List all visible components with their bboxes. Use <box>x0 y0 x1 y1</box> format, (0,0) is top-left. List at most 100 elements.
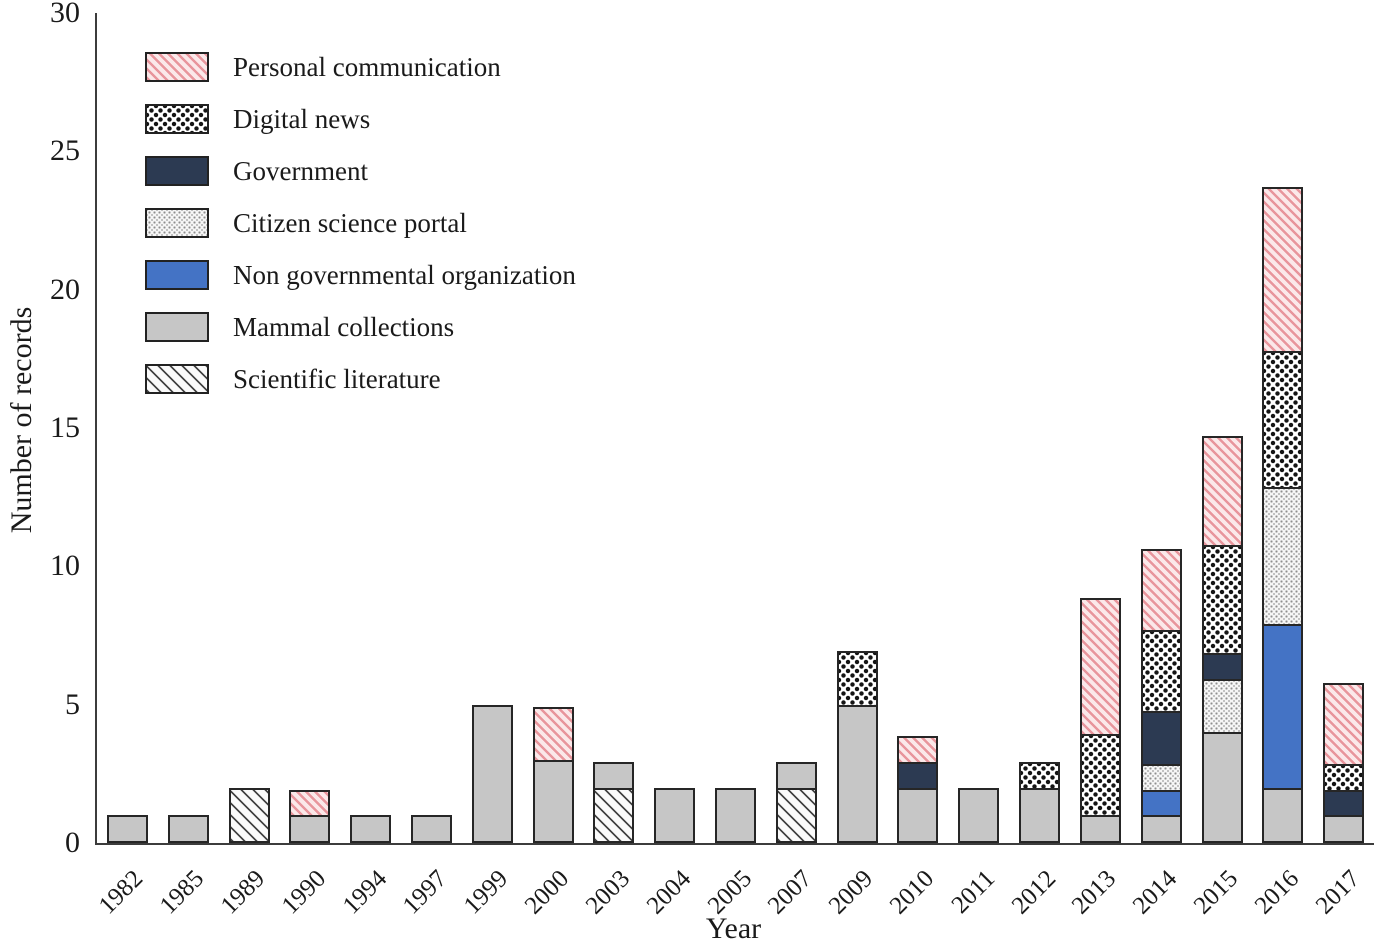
bar-segment-mammal_collections <box>350 815 392 843</box>
bar-segment-personal_communication <box>289 789 331 818</box>
plot-area <box>95 13 1374 845</box>
x-tick-slot: 1990 <box>277 847 338 919</box>
bar-segment-mammal_collections <box>167 815 209 843</box>
bar-group-2011 <box>948 13 1009 843</box>
bar-segment-mammal_collections <box>471 704 513 843</box>
bar-group-2014 <box>1131 13 1192 843</box>
x-tick-slot: 2004 <box>641 847 703 919</box>
bar-segment-personal_communication <box>1323 683 1365 767</box>
bar-segment-citizen_science <box>1140 764 1182 792</box>
legend-item-citizen_science: Citizen science portal <box>145 208 576 238</box>
x-tick-slot: 2014 <box>1128 847 1190 919</box>
bar-segment-government <box>1140 710 1182 767</box>
bar-group-2012 <box>1009 13 1070 843</box>
y-tick-label: 30 <box>50 0 80 29</box>
legend-item-government: Government <box>145 156 576 186</box>
x-tick-slot: 1982 <box>94 847 156 919</box>
x-tick-slot: 2016 <box>1250 847 1311 919</box>
legend-label-citizen_science: Citizen science portal <box>233 207 467 238</box>
x-tick-slot: 2000 <box>520 847 582 919</box>
bar-segment-personal_communication <box>897 736 939 765</box>
bar-segment-citizen_science <box>1262 487 1304 626</box>
bar-group-2009 <box>827 13 888 843</box>
y-tick-label: 0 <box>65 826 80 859</box>
bar-segment-mammal_collections <box>715 787 757 843</box>
x-tick-slot: 1989 <box>216 847 278 919</box>
bar-group-2007 <box>766 13 827 843</box>
bar-segment-mammal_collections <box>532 760 574 843</box>
bar-segment-personal_communication <box>1262 187 1304 354</box>
bar-2010 <box>897 736 939 843</box>
x-tick-slot: 2017 <box>1310 847 1372 919</box>
bar-2000 <box>532 706 574 843</box>
legend-item-mammal_collections: Mammal collections <box>145 312 576 342</box>
bar-group-2017 <box>1313 13 1374 843</box>
bar-group-2000 <box>523 13 584 843</box>
bar-2013 <box>1079 598 1121 843</box>
bar-group-1982 <box>97 13 158 843</box>
bar-segment-government <box>1201 653 1243 682</box>
x-tick-slot: 1985 <box>155 847 217 919</box>
bar-segment-mammal_collections <box>106 815 148 843</box>
y-tick-label: 20 <box>50 272 80 306</box>
bars-container <box>97 13 1374 843</box>
x-tick-slot: 2007 <box>763 847 825 919</box>
bar-segment-scientific_literature <box>593 787 635 843</box>
bar-2017 <box>1323 683 1365 843</box>
legend-label-personal_communication: Personal communication <box>233 51 501 82</box>
bar-segment-mammal_collections <box>1140 815 1182 843</box>
bar-segment-mammal_collections <box>1323 815 1365 843</box>
bar-segment-mammal_collections <box>897 787 939 843</box>
x-tick-slot: 2013 <box>1067 847 1129 919</box>
bar-segment-mammal_collections <box>775 762 817 790</box>
bar-segment-mammal_collections <box>1262 787 1304 843</box>
bar-group-1985 <box>158 13 219 843</box>
y-tick-label: 10 <box>50 549 80 583</box>
bar-segment-mammal_collections <box>289 815 331 843</box>
legend-item-personal_communication: Personal communication <box>145 52 576 82</box>
y-tick-label: 5 <box>65 687 80 721</box>
bar-2004 <box>654 787 696 843</box>
bar-segment-mammal_collections <box>1201 732 1243 843</box>
bar-group-2013 <box>1070 13 1131 843</box>
bar-group-1994 <box>340 13 401 843</box>
bar-segment-mammal_collections <box>654 787 696 843</box>
bar-group-2016 <box>1252 13 1313 843</box>
x-tick-slot: 2003 <box>581 847 643 919</box>
bar-group-2003 <box>584 13 645 843</box>
bar-segment-mammal_collections <box>1079 815 1121 843</box>
bar-group-2005 <box>705 13 766 843</box>
bar-group-2004 <box>644 13 705 843</box>
legend-swatch-government <box>145 156 209 186</box>
bar-2011 <box>958 787 1000 843</box>
legend-label-scientific_literature: Scientific literature <box>233 363 441 394</box>
bar-segment-digital_news <box>1201 544 1243 656</box>
bar-segment-ngo <box>1140 789 1182 818</box>
legend-label-digital_news: Digital news <box>233 103 371 134</box>
legend: Personal communication Digital news Govern… <box>145 52 576 394</box>
legend-item-ngo: Non governmental organization <box>145 260 576 290</box>
y-tick-label: 15 <box>50 411 80 444</box>
x-tick-slot: 2009 <box>824 847 886 919</box>
bar-segment-personal_communication <box>1140 548 1182 632</box>
bar-segment-scientific_literature <box>228 787 270 843</box>
x-axis-title: Year <box>705 912 762 945</box>
bar-2016 <box>1262 187 1304 843</box>
legend-swatch-personal_communication <box>145 52 209 82</box>
bar-2005 <box>715 787 757 843</box>
bar-group-2015 <box>1192 13 1253 843</box>
bar-segment-digital_news <box>1079 734 1121 818</box>
legend-label-ngo: Non governmental organization <box>233 259 576 290</box>
bar-segment-digital_news <box>1140 629 1182 713</box>
bar-segment-digital_news <box>1262 351 1304 490</box>
bar-segment-mammal_collections <box>836 704 878 843</box>
legend-label-government: Government <box>233 155 368 186</box>
bar-2012 <box>1019 762 1061 843</box>
bar-segment-mammal_collections <box>593 762 635 790</box>
x-tick-slot: 2015 <box>1189 847 1251 919</box>
legend-swatch-scientific_literature <box>145 364 209 394</box>
bar-segment-mammal_collections <box>1019 787 1061 843</box>
x-tick-slot: 1994 <box>337 847 399 919</box>
x-tick-slot: 1997 <box>398 847 460 919</box>
bar-segment-ngo <box>1262 623 1304 790</box>
